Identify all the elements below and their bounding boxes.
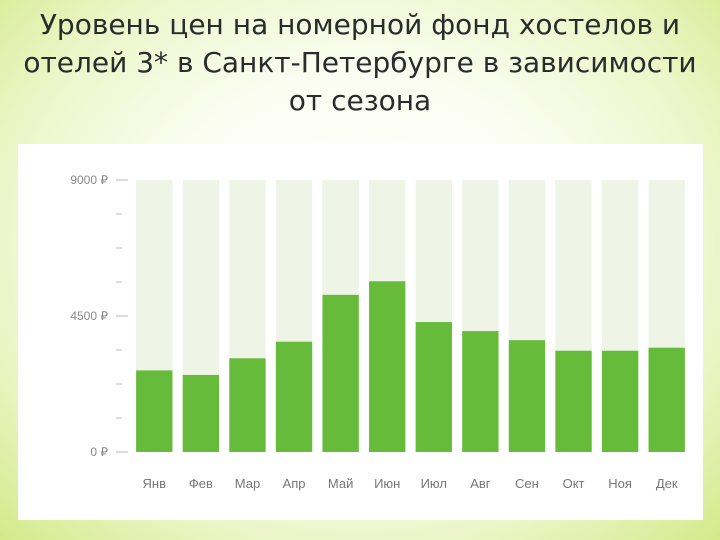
bar-Сен — [508, 340, 546, 452]
bar-Апр — [275, 341, 313, 452]
y-tick-label: 4500 ₽ — [70, 309, 108, 323]
bar-Июн — [369, 281, 406, 452]
x-category-label: Мар — [235, 476, 260, 491]
title-line: Уровень цен на номерной фонд хостелов и — [39, 8, 681, 41]
x-category-label: Май — [328, 476, 353, 491]
title-line: от сезона — [288, 84, 432, 117]
bar-Авг — [462, 331, 499, 452]
price-bar-chart: 9000 ₽ 4500 ₽ 0 ₽ Янв Фев Мар Апр Май Июн Июл Авг С… — [70, 173, 685, 491]
x-category-label: Окт — [563, 476, 585, 491]
x-category-label: Апр — [283, 476, 306, 491]
y-tick-label: 9000 ₽ — [70, 173, 108, 187]
chart-panel: 9000 ₽ 4500 ₽ 0 ₽ Янв Фев Мар Апр Май Июн Июл Авг С… — [18, 144, 703, 520]
x-category-label: Июл — [421, 476, 447, 491]
x-category-label: Июн — [374, 476, 400, 491]
x-category-label: Янв — [143, 476, 167, 491]
bar-Дек — [648, 347, 685, 452]
bar-Ноя — [601, 350, 639, 452]
bar-Янв — [136, 370, 173, 452]
x-category-label: Авг — [470, 476, 491, 491]
x-category-label: Фев — [189, 476, 213, 491]
bar-Июл — [415, 322, 452, 452]
bar-Окт — [555, 350, 592, 452]
x-category-label: Ноя — [608, 476, 632, 491]
bar-Фев — [182, 374, 220, 452]
x-category-label: Дек — [656, 476, 678, 491]
x-category-label: Сен — [515, 476, 539, 491]
title-line: отелей 3* в Санкт-Петербурге в зависимос… — [23, 46, 697, 79]
bar-Май — [322, 294, 359, 452]
slide-title: Уровень цен на номерной фонд хостелов и … — [10, 6, 710, 120]
bar-Мар — [229, 358, 266, 452]
y-tick-label: 0 ₽ — [90, 445, 108, 459]
